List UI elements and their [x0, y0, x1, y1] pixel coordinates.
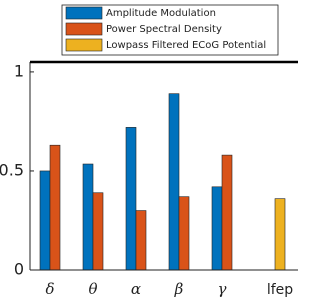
x-tick-label: α [131, 280, 141, 298]
chart: δ θ α β γ lfep 0 0.5 1 Amplitude Modulation Power … [0, 4, 298, 298]
bar [82, 163, 94, 271]
legend-label: Lowpass Filtered ECoG Potential [106, 40, 266, 51]
x-tick-label: δ [45, 280, 54, 298]
legend-swatch [65, 6, 103, 20]
bar [125, 127, 137, 271]
y-tick-label: 1 [14, 61, 24, 80]
bar [178, 196, 190, 271]
bar [92, 192, 104, 271]
x-tick-label: β [174, 280, 184, 298]
bar [211, 186, 223, 271]
bar [135, 210, 147, 271]
y-tick-label: 0.5 [0, 160, 24, 179]
legend-swatch [65, 22, 103, 36]
bar [221, 154, 233, 271]
x-tick-label: θ [88, 280, 97, 298]
legend-swatch [65, 38, 103, 52]
bar [49, 144, 61, 271]
bar [39, 170, 51, 271]
y-tick-label: 0 [14, 260, 24, 279]
x-tick-label: γ [218, 280, 227, 298]
bar [168, 93, 180, 271]
bar [274, 198, 286, 271]
legend-label: Power Spectral Density [106, 24, 222, 35]
x-tick-label: lfep [267, 282, 293, 298]
legend-label: Amplitude Modulation [106, 8, 216, 19]
